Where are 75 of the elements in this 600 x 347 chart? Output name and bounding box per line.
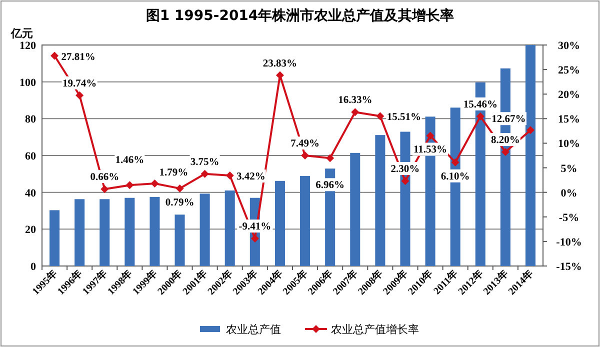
point — [351, 108, 360, 116]
bar — [174, 214, 185, 266]
point — [100, 185, 109, 194]
y2-tick-label: 5% — [560, 162, 578, 175]
y2-tick-label: 10% — [558, 138, 580, 150]
bar — [200, 194, 210, 266]
data-label: 1.46% — [115, 155, 144, 166]
legend-农业总产值: 农业总产值 — [200, 323, 281, 336]
point — [301, 152, 310, 160]
y2-tick-label: 25% — [558, 64, 580, 77]
legend-label: 农业总产值增长率 — [331, 323, 419, 336]
point — [226, 172, 234, 180]
data-label: 0.66% — [90, 172, 120, 184]
bar — [274, 180, 285, 266]
y-tick-label: 80 — [25, 114, 36, 126]
bar — [525, 45, 536, 266]
y2-tick-label: 20% — [558, 89, 580, 102]
y-tick-label: 60 — [25, 150, 36, 162]
point — [501, 148, 510, 156]
bar — [100, 199, 110, 266]
bar — [350, 152, 360, 266]
point — [150, 180, 159, 188]
data-label: 27.81% — [61, 52, 96, 63]
bar — [375, 135, 386, 266]
bar — [300, 176, 310, 266]
data-label: 7.49% — [290, 138, 320, 150]
data-label: 12.67% — [492, 114, 526, 126]
bar — [50, 210, 60, 266]
y2-tick-label: 15% — [558, 114, 580, 126]
data-label: 1.79% — [159, 168, 188, 179]
y2-tick-label: -10% — [556, 236, 582, 248]
y-tick-label: 20 — [25, 224, 36, 236]
point — [376, 112, 384, 120]
point — [401, 177, 410, 186]
bar — [150, 196, 160, 266]
data-label: 3.75% — [190, 156, 220, 168]
point — [451, 158, 460, 166]
legend-农业总产值增长率: 农业总产值增长率 — [305, 323, 419, 336]
y-tick-label: 0 — [30, 261, 36, 273]
data-label: 16.33% — [338, 95, 372, 106]
y-tick-label: 120 — [20, 40, 36, 52]
y-axis-title: 亿元 — [10, 27, 33, 40]
data-label: 6.10% — [440, 171, 470, 182]
data-label: 0.79% — [165, 197, 194, 208]
point — [76, 91, 84, 100]
data-label: 15.46% — [463, 99, 498, 110]
point — [476, 112, 484, 120]
data-label: 6.96% — [316, 180, 345, 192]
point — [50, 52, 59, 60]
bar — [224, 190, 235, 266]
y-tick-label: 40 — [25, 187, 36, 200]
data-label: 8.20% — [490, 135, 520, 146]
point — [250, 234, 259, 243]
y2-tick-label: -5% — [558, 212, 580, 224]
data-label: -9.41% — [238, 222, 272, 233]
chart-title: 图1 1995-2014年株洲市农业总产值及其增长率 — [146, 7, 454, 24]
point — [176, 184, 184, 192]
point — [200, 170, 209, 178]
data-label: 11.53% — [414, 144, 448, 156]
data-label: 15.51% — [386, 112, 422, 124]
point — [526, 126, 534, 134]
data-label: 19.74% — [62, 78, 97, 90]
data-label: 3.42% — [236, 172, 266, 183]
y2-tick-label: 0% — [560, 187, 578, 200]
legend-label: 农业总产值 — [226, 323, 281, 336]
point — [326, 154, 334, 162]
y2-tick-label: 30% — [558, 40, 580, 52]
y2-tick-label: -15% — [556, 261, 582, 273]
point — [126, 181, 134, 190]
y-tick-label: 100 — [20, 76, 36, 89]
bar — [124, 198, 135, 266]
data-label: 2.30% — [390, 164, 420, 176]
bar — [74, 199, 85, 266]
point — [426, 132, 434, 140]
data-label: 23.83% — [262, 58, 298, 70]
